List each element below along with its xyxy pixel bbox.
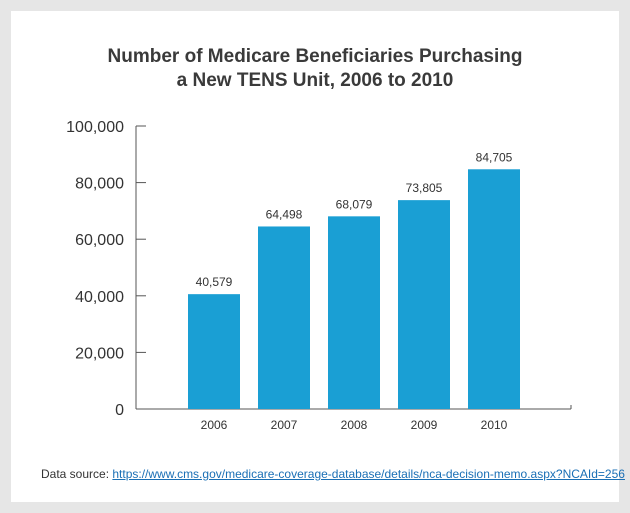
data-source-prefix: Data source:	[41, 467, 113, 481]
y-tick-label: 40,000	[75, 289, 124, 306]
x-tick-label-2006: 2006	[201, 418, 228, 432]
chart-title-line-1: Number of Medicare Beneficiaries Purchas…	[108, 46, 523, 67]
bar-2010	[468, 169, 520, 409]
bar-2006	[188, 294, 240, 409]
y-tick-label: 20,000	[75, 345, 124, 362]
y-tick-label: 100,000	[66, 119, 124, 136]
bars: 40,579 64,498 68,079 73,805 84,705	[188, 150, 520, 409]
y-tick-label: 80,000	[75, 176, 124, 193]
x-tick-label-2008: 2008	[341, 418, 368, 432]
data-label-2008: 68,079	[336, 197, 373, 211]
x-axis: 2006 2007 2008 2009 2010	[136, 405, 572, 432]
data-label-2009: 73,805	[406, 181, 443, 195]
x-tick-label-2007: 2007	[271, 418, 298, 432]
x-tick-label-2010: 2010	[481, 418, 508, 432]
y-tick-label: 60,000	[75, 232, 124, 249]
y-axis: 0 20,000 40,000 60,000 80,000 100,000	[66, 119, 146, 419]
bar-2009	[398, 200, 450, 409]
data-source-note: Data source: https://www.cms.gov/medicar…	[41, 467, 625, 481]
bar-chart: Number of Medicare Beneficiaries Purchas…	[66, 46, 572, 432]
bar-2008	[328, 216, 380, 409]
data-label-2007: 64,498	[266, 207, 303, 221]
data-label-2010: 84,705	[476, 150, 513, 164]
x-tick-label-2009: 2009	[411, 418, 438, 432]
y-tick-label: 0	[115, 402, 124, 419]
data-label-2006: 40,579	[196, 275, 233, 289]
chart-title-line-2: a New TENS Unit, 2006 to 2010	[177, 70, 454, 91]
data-source-link[interactable]: https://www.cms.gov/medicare-coverage-da…	[112, 467, 625, 481]
chart-card: Number of Medicare Beneficiaries Purchas…	[11, 11, 625, 502]
bar-2007	[258, 226, 310, 409]
